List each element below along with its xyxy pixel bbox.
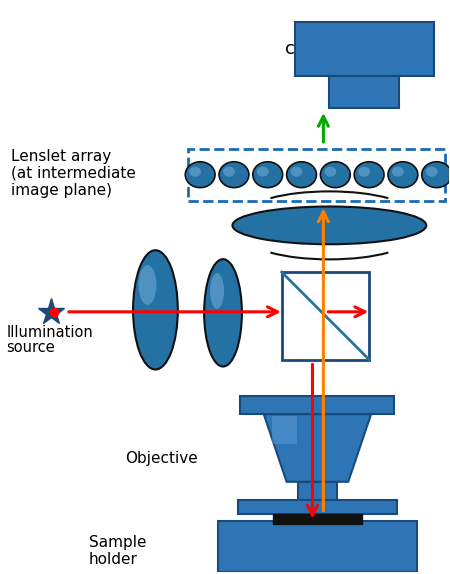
Ellipse shape: [210, 273, 224, 309]
Ellipse shape: [185, 162, 215, 188]
Bar: [272, 416, 297, 444]
Bar: [218, 521, 417, 572]
Bar: [282, 272, 369, 359]
Bar: [329, 76, 399, 108]
Text: holder: holder: [89, 552, 138, 567]
Ellipse shape: [426, 166, 438, 177]
Ellipse shape: [139, 265, 157, 305]
Ellipse shape: [133, 250, 178, 370]
Bar: [188, 149, 445, 200]
Ellipse shape: [392, 166, 404, 177]
Ellipse shape: [287, 162, 316, 188]
Ellipse shape: [189, 166, 201, 177]
Ellipse shape: [233, 207, 426, 245]
Bar: [295, 22, 434, 76]
Bar: [273, 514, 362, 523]
Ellipse shape: [204, 259, 242, 367]
Bar: [297, 482, 338, 500]
Ellipse shape: [388, 162, 418, 188]
Ellipse shape: [422, 162, 450, 188]
Bar: [240, 396, 395, 414]
Bar: [238, 500, 397, 514]
Ellipse shape: [291, 166, 302, 177]
Ellipse shape: [320, 162, 350, 188]
Polygon shape: [264, 414, 371, 482]
Ellipse shape: [358, 166, 370, 177]
Text: Illumination: Illumination: [6, 325, 93, 340]
Text: CCD: CCD: [300, 20, 339, 38]
Text: Lenslet array: Lenslet array: [11, 149, 112, 164]
Text: source: source: [6, 340, 55, 355]
Text: Objective: Objective: [126, 451, 198, 467]
Ellipse shape: [354, 162, 384, 188]
Ellipse shape: [324, 166, 336, 177]
Ellipse shape: [253, 162, 283, 188]
Text: camera: camera: [285, 40, 354, 57]
Text: image plane): image plane): [11, 183, 112, 197]
Ellipse shape: [219, 162, 249, 188]
Text: Sample: Sample: [89, 536, 146, 550]
Ellipse shape: [223, 166, 235, 177]
Ellipse shape: [257, 166, 269, 177]
Text: (at intermediate: (at intermediate: [11, 166, 136, 181]
